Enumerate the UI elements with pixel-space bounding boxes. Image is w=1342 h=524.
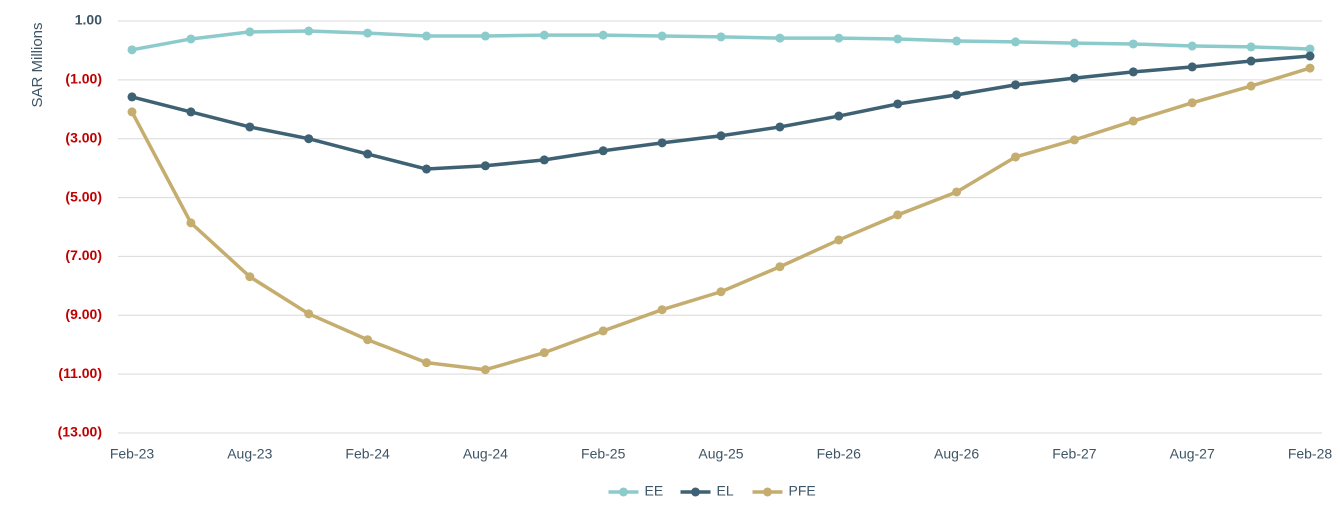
legend-label: EL <box>717 483 734 499</box>
data-point <box>775 262 785 272</box>
data-point <box>775 33 785 43</box>
data-point <box>1187 41 1197 51</box>
data-point <box>539 155 549 165</box>
data-point <box>1128 116 1138 126</box>
data-point <box>127 107 137 117</box>
data-point <box>363 28 373 38</box>
data-point <box>657 138 667 148</box>
data-point <box>952 36 962 46</box>
data-point <box>1187 62 1197 72</box>
data-point <box>245 27 255 37</box>
data-point <box>480 161 490 171</box>
legend-label: EE <box>645 483 664 499</box>
data-point <box>304 309 314 319</box>
data-point <box>422 358 431 368</box>
legend-marker <box>691 487 700 497</box>
data-point <box>1069 135 1079 145</box>
data-point <box>598 30 608 40</box>
data-point <box>245 122 255 132</box>
data-point <box>422 31 431 41</box>
data-point <box>834 235 844 245</box>
data-point <box>127 45 137 55</box>
x-tick-label: Feb-23 <box>110 446 155 462</box>
data-point <box>834 111 844 121</box>
y-tick-label: (9.00) <box>65 306 102 322</box>
data-point <box>1305 63 1315 73</box>
y-tick-label: (1.00) <box>65 71 102 87</box>
data-point <box>1069 38 1079 48</box>
data-point <box>952 90 962 100</box>
data-point <box>480 365 490 375</box>
data-point <box>716 32 726 42</box>
data-point <box>539 348 549 358</box>
data-point <box>716 131 726 141</box>
data-point <box>657 31 667 41</box>
legend-marker <box>619 487 628 497</box>
data-point <box>775 122 785 132</box>
data-point <box>1128 67 1138 77</box>
y-tick-label: (13.00) <box>58 424 102 440</box>
data-point <box>1011 80 1020 90</box>
data-point <box>952 187 962 197</box>
data-point <box>127 92 137 102</box>
data-point <box>1246 56 1256 66</box>
data-point <box>304 134 314 144</box>
x-tick-label: Aug-23 <box>227 446 272 462</box>
data-point <box>1305 51 1315 61</box>
x-tick-label: Aug-25 <box>698 446 743 462</box>
data-point <box>363 335 373 345</box>
x-tick-label: Aug-26 <box>934 446 979 462</box>
data-point <box>186 218 196 228</box>
y-axis-label: SAR Millions <box>29 22 46 107</box>
x-tick-label: Aug-27 <box>1170 446 1215 462</box>
data-point <box>893 99 903 109</box>
legend-marker <box>763 487 772 497</box>
x-tick-label: Aug-24 <box>463 446 508 462</box>
data-point <box>186 34 196 44</box>
data-point <box>1069 73 1079 83</box>
data-point <box>1246 81 1256 91</box>
data-point <box>422 164 431 174</box>
data-point <box>186 107 196 117</box>
y-tick-label: 1.00 <box>75 12 102 28</box>
data-point <box>1305 44 1315 54</box>
y-tick-label: (7.00) <box>65 247 102 263</box>
data-point <box>716 287 726 297</box>
data-point <box>1011 37 1020 47</box>
data-point <box>480 31 490 41</box>
data-point <box>539 30 549 40</box>
data-point <box>1128 39 1138 49</box>
data-point <box>1187 98 1197 108</box>
data-point <box>304 26 314 36</box>
x-tick-label: Feb-27 <box>1052 446 1097 462</box>
data-point <box>893 210 903 220</box>
legend-label: PFE <box>789 483 816 499</box>
x-tick-label: Feb-25 <box>581 446 626 462</box>
data-point <box>245 272 255 282</box>
y-tick-label: (3.00) <box>65 129 102 145</box>
x-tick-label: Feb-24 <box>345 446 390 462</box>
x-tick-label: Feb-26 <box>817 446 862 462</box>
data-point <box>657 305 667 315</box>
x-tick-label: Feb-28 <box>1288 446 1333 462</box>
data-point <box>893 34 903 44</box>
data-point <box>363 149 373 159</box>
data-point <box>1011 152 1020 162</box>
data-point <box>834 33 844 43</box>
data-point <box>598 146 608 156</box>
data-point <box>598 326 608 336</box>
data-point <box>1246 42 1256 52</box>
series-line <box>130 66 1311 372</box>
y-tick-label: (11.00) <box>58 365 102 381</box>
y-tick-label: (5.00) <box>65 188 102 204</box>
